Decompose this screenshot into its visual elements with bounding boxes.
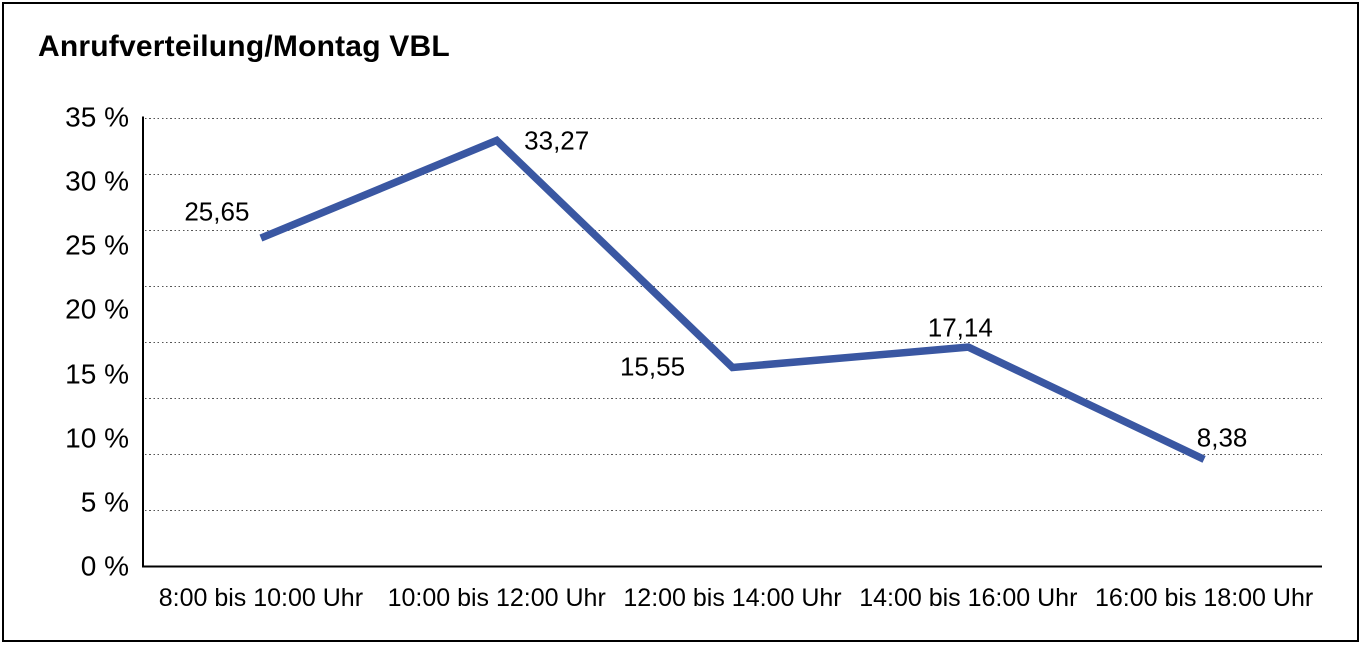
y-axis-tick-label: 20 % <box>65 293 129 325</box>
y-axis-tick-label: 10 % <box>65 421 129 453</box>
y-axis-tick-label: 35 % <box>65 101 129 133</box>
y-axis-tick-label: 15 % <box>65 357 129 389</box>
data-point-label: 25,65 <box>184 196 250 227</box>
data-line <box>259 136 1206 463</box>
data-point-label: 17,14 <box>927 312 993 343</box>
data-point-label: 33,27 <box>524 125 590 156</box>
chart-title: Anrufverteilung/Montag VBL <box>38 30 450 63</box>
x-axis-category-label: 16:00 bis 18:00 Uhr <box>1094 584 1314 612</box>
y-axis-tick-label: 30 % <box>65 165 129 197</box>
x-axis-category-label: 10:00 bis 12:00 Uhr <box>387 584 606 612</box>
y-axis-tick-label: 0 % <box>80 550 129 582</box>
data-point-label: 15,55 <box>619 351 686 382</box>
y-axis-tick-label: 5 % <box>80 486 129 518</box>
x-axis-category-label: 8:00 bis 10:00 Uhr <box>158 584 364 612</box>
x-axis-category-label: 14:00 bis 16:00 Uhr <box>859 584 1078 612</box>
data-point-label: 8,38 <box>1196 422 1248 453</box>
x-axis-category-label: 12:00 bis 14:00 Uhr <box>623 584 842 612</box>
y-axis-tick-label: 25 % <box>65 229 129 261</box>
